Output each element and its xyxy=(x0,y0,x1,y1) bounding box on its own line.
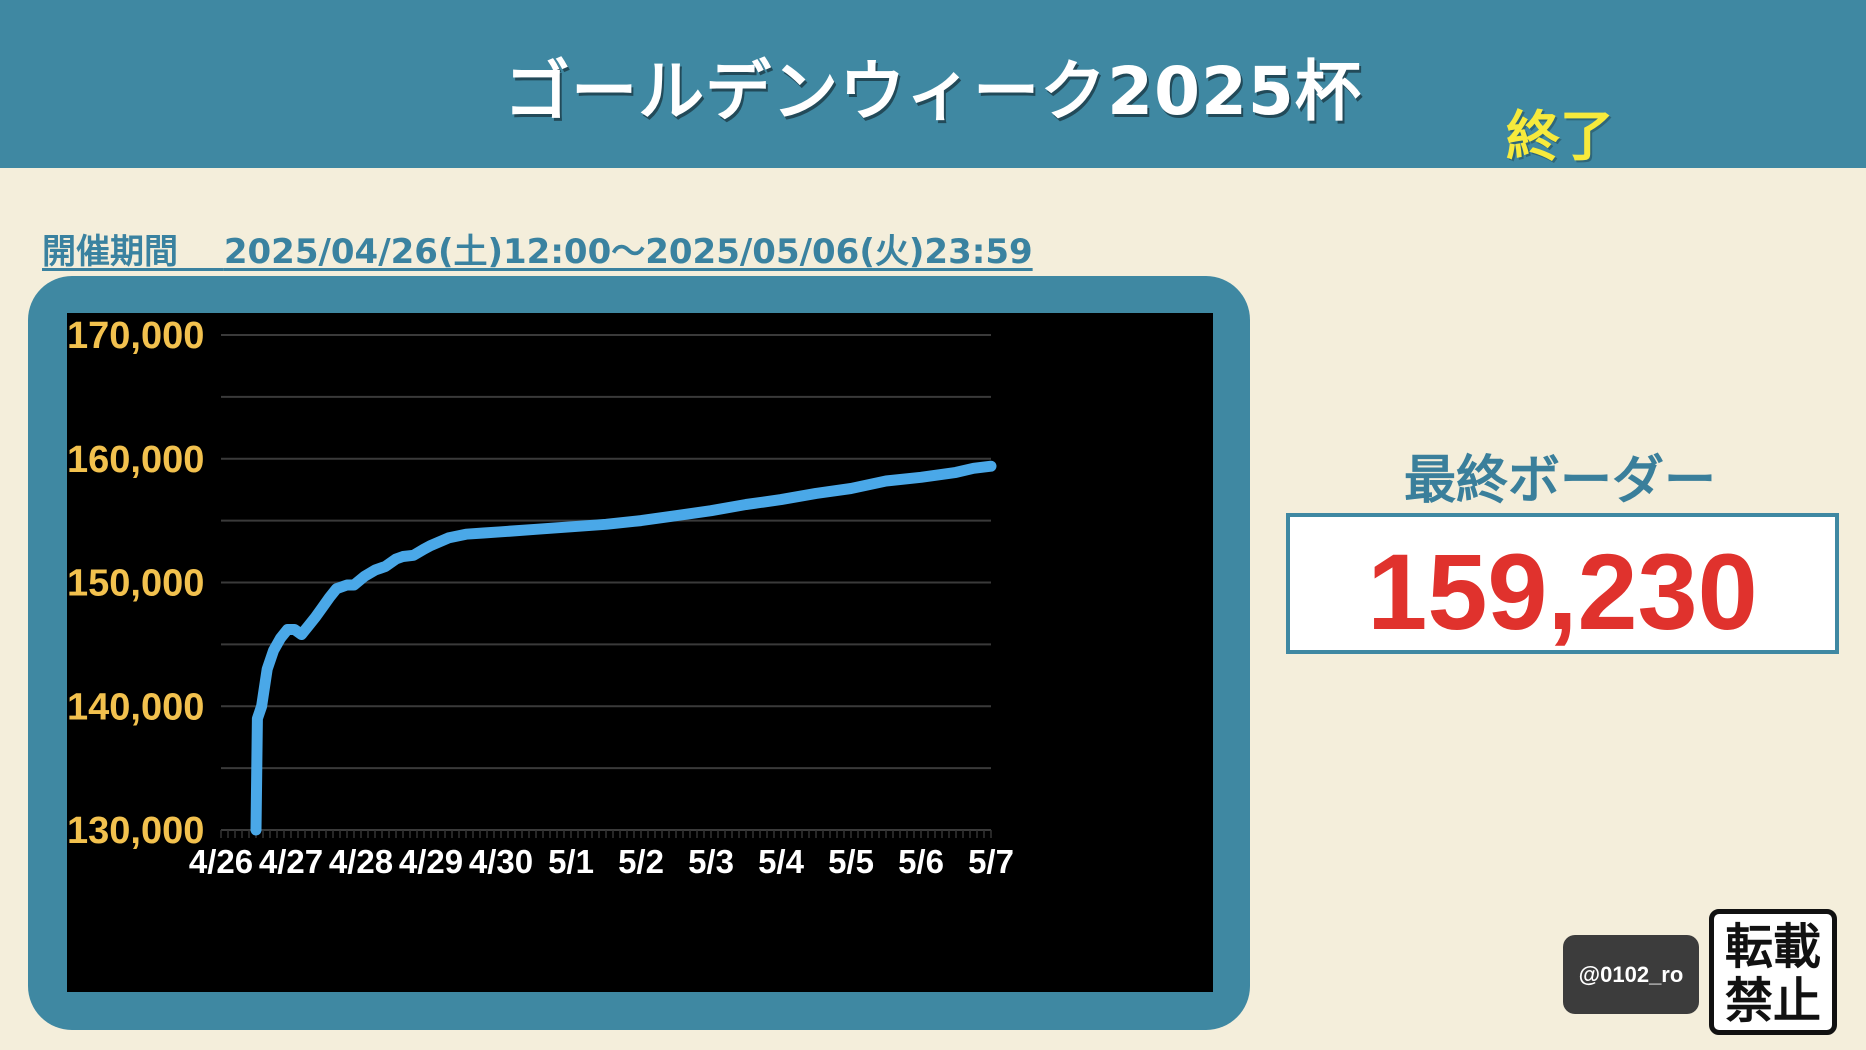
x-tick-label: 5/4 xyxy=(758,843,805,880)
y-tick-label: 130,000 xyxy=(67,810,204,852)
no-repost-line2: 禁止 xyxy=(1724,973,1821,1029)
final-border-box: 159,230 xyxy=(1286,513,1839,654)
x-tick-label: 5/1 xyxy=(548,843,594,880)
period-range: 2025/04/26(土)12:00～2025/05/06(火)23:59 xyxy=(223,232,1033,272)
status-label: 終了 xyxy=(1506,105,1614,168)
period-label: 開催期間 xyxy=(42,232,178,272)
x-tick-label: 5/5 xyxy=(828,843,874,880)
y-tick-label: 150,000 xyxy=(67,563,204,605)
no-repost-line1: 転載 xyxy=(1724,919,1821,975)
x-tick-label: 4/26 xyxy=(189,843,253,880)
border-line-series xyxy=(250,460,997,836)
x-tick-label: 4/28 xyxy=(329,843,393,880)
header-bar: ゴールデンウィーク2025杯 終了 xyxy=(0,0,1866,168)
x-tick-label: 4/30 xyxy=(469,843,533,880)
event-period: 開催期間 2025/04/26(土)12:00～2025/05/06(火)23:… xyxy=(42,224,1033,273)
page-title: ゴールデンウィーク2025杯 xyxy=(504,53,1362,130)
no-repost-badge: 転載 禁止 xyxy=(1709,909,1837,1035)
final-border-value: 159,230 xyxy=(1367,531,1758,652)
chart-area: 130,000 140,000 150,000 160,000 170,000 4/26 4… xyxy=(67,313,1213,992)
y-tick-label: 170,000 xyxy=(67,315,204,357)
x-tick-label: 5/2 xyxy=(618,843,664,880)
x-tick-label: 5/3 xyxy=(688,843,734,880)
final-border-label: 最終ボーダー xyxy=(1403,451,1716,511)
handle-badge: @0102_ro xyxy=(1563,935,1699,1014)
x-tick-label: 5/7 xyxy=(968,843,1014,880)
x-tick-label: 4/29 xyxy=(399,843,463,880)
x-tick-label: 5/6 xyxy=(898,843,944,880)
x-tick-label: 4/27 xyxy=(259,843,323,880)
y-tick-label: 160,000 xyxy=(67,439,204,481)
y-tick-label: 140,000 xyxy=(67,686,204,728)
